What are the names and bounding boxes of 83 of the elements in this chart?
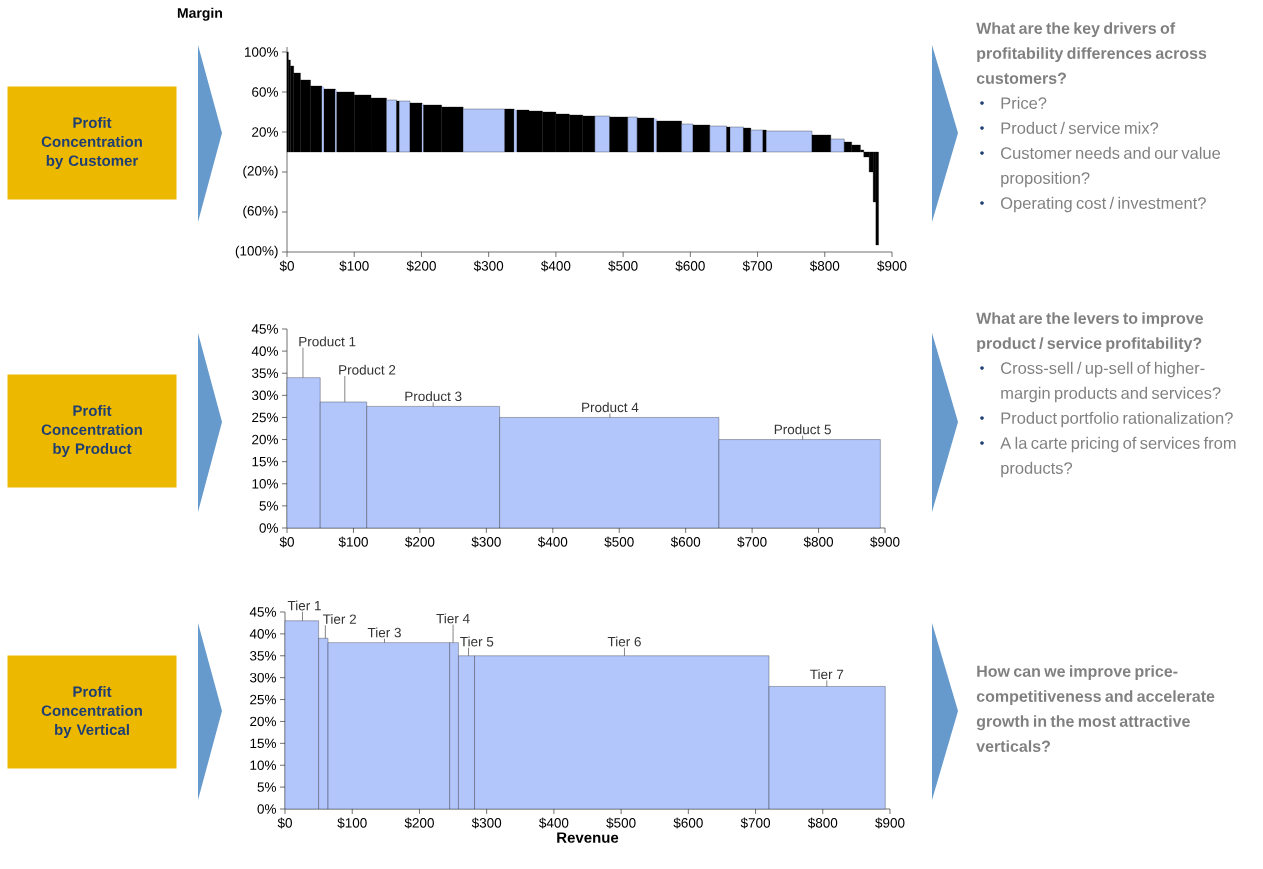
- y-tick-label: 45%: [251, 324, 278, 334]
- annotation: Tier 3: [367, 627, 401, 638]
- text: Profit Concentration by Customer: [41, 117, 142, 169]
- x-tick-label: $600: [673, 817, 703, 829]
- annotation: Tier 1: [287, 600, 321, 611]
- y-tick-label: 40%: [249, 629, 276, 639]
- y-tick-label: 0%: [259, 523, 278, 533]
- x-tick-label: $400: [537, 536, 568, 548]
- annotation: Tier 4: [436, 613, 470, 624]
- y-tick-label: 10%: [250, 760, 276, 770]
- y-tick-label: 0%: [257, 804, 276, 814]
- x-tick-label: $400: [541, 260, 571, 272]
- x-tick-label: $0: [279, 260, 294, 272]
- y-tick-label: 60%: [252, 87, 278, 97]
- text: How can we improve price-competitiveness and accelerate growth in the most attractive verticals?: [976, 665, 1215, 752]
- x-tick-label: $300: [473, 260, 504, 272]
- y-tick-label: 40%: [251, 346, 278, 356]
- x-tick-label: $400: [539, 817, 569, 829]
- x-tick-label: $300: [471, 817, 502, 829]
- x-tick-label: $800: [803, 536, 834, 548]
- x-tick-label: $100: [338, 536, 368, 548]
- y-tick-label: (100%): [235, 245, 278, 259]
- text: Operating cost / investment?: [1000, 196, 1206, 213]
- y-tick-label: (60%): [243, 205, 278, 219]
- text: Profit Concentration by Product: [41, 405, 142, 457]
- y-tick-label: 10%: [252, 479, 278, 489]
- text: A la carte pricing of services from products?: [1000, 436, 1236, 478]
- text: Price?: [1001, 96, 1047, 109]
- annotation: Product 5: [774, 424, 831, 435]
- annotation: Tier 5: [460, 636, 494, 647]
- text: What are the levers to improve product / service profitability?: [976, 312, 1204, 353]
- text: Cross-sell / up-sell of higher-margin products and services?: [1001, 361, 1221, 403]
- annotation: Product 4: [582, 402, 639, 413]
- x-tick-label: $100: [337, 817, 367, 829]
- text: Product portfolio rationalization?: [1001, 411, 1233, 428]
- x-tick-label: $700: [742, 260, 773, 272]
- y-tick-label: 25%: [250, 694, 276, 705]
- y-tick-label: 30%: [249, 672, 276, 683]
- x-tick-label: $300: [471, 536, 501, 548]
- y-tick-label: 20%: [252, 127, 278, 137]
- y-tick-label: 20%: [252, 434, 278, 445]
- annotation: Tier 2: [322, 614, 356, 624]
- x-tick-label: $100: [339, 260, 369, 272]
- x-tick-label: $800: [807, 817, 838, 829]
- x-tick-label: $0: [277, 817, 292, 829]
- y-tick-label: 5%: [259, 501, 278, 511]
- y-tick-label: 20%: [250, 716, 276, 727]
- y-tick-label: 5%: [257, 782, 276, 792]
- y-tick-label: 35%: [249, 651, 276, 661]
- y-tick-label: 45%: [249, 607, 276, 617]
- x-tick-label: $700: [740, 817, 771, 829]
- x-axis-title: Revenue: [557, 832, 619, 843]
- y-tick-label: 30%: [251, 390, 278, 401]
- y-tick-label: 15%: [250, 738, 276, 749]
- x-tick-label: $500: [604, 536, 634, 548]
- y-tick-label: (20%): [243, 165, 278, 179]
- annotation: Product 2: [339, 364, 396, 375]
- x-tick-label: $500: [608, 260, 638, 272]
- x-tick-label: $0: [279, 536, 294, 548]
- x-tick-label: $900: [875, 817, 905, 829]
- y-tick-label: 100%: [244, 47, 278, 57]
- annotation: Product 3: [405, 391, 462, 402]
- x-tick-label: $200: [405, 536, 435, 548]
- y-tick-label: 35%: [251, 368, 278, 378]
- x-tick-label: $200: [404, 817, 434, 829]
- x-tick-label: $200: [406, 260, 436, 272]
- y-tick-label: 15%: [252, 456, 278, 467]
- text: Profit Concentration by Vertical: [41, 686, 142, 738]
- annotation: Product 1: [299, 336, 356, 347]
- text: Customer needs and our value proposition?: [1001, 146, 1221, 188]
- annotation: Tier 7: [810, 669, 844, 680]
- text: What are the key drivers of profitability differences across customers?: [976, 22, 1207, 84]
- x-tick-label: $800: [809, 260, 840, 272]
- x-tick-label: $900: [870, 536, 900, 548]
- y-axis-title: Margin: [177, 7, 222, 21]
- x-tick-label: $900: [877, 260, 907, 272]
- y-tick-label: 25%: [252, 412, 278, 423]
- x-tick-label: $700: [737, 536, 767, 548]
- x-tick-label: $600: [675, 260, 705, 272]
- x-tick-label: $500: [606, 817, 636, 829]
- x-tick-label: $600: [670, 536, 701, 548]
- annotation: Tier 6: [607, 636, 641, 647]
- text: Product / service mix?: [1001, 121, 1159, 134]
